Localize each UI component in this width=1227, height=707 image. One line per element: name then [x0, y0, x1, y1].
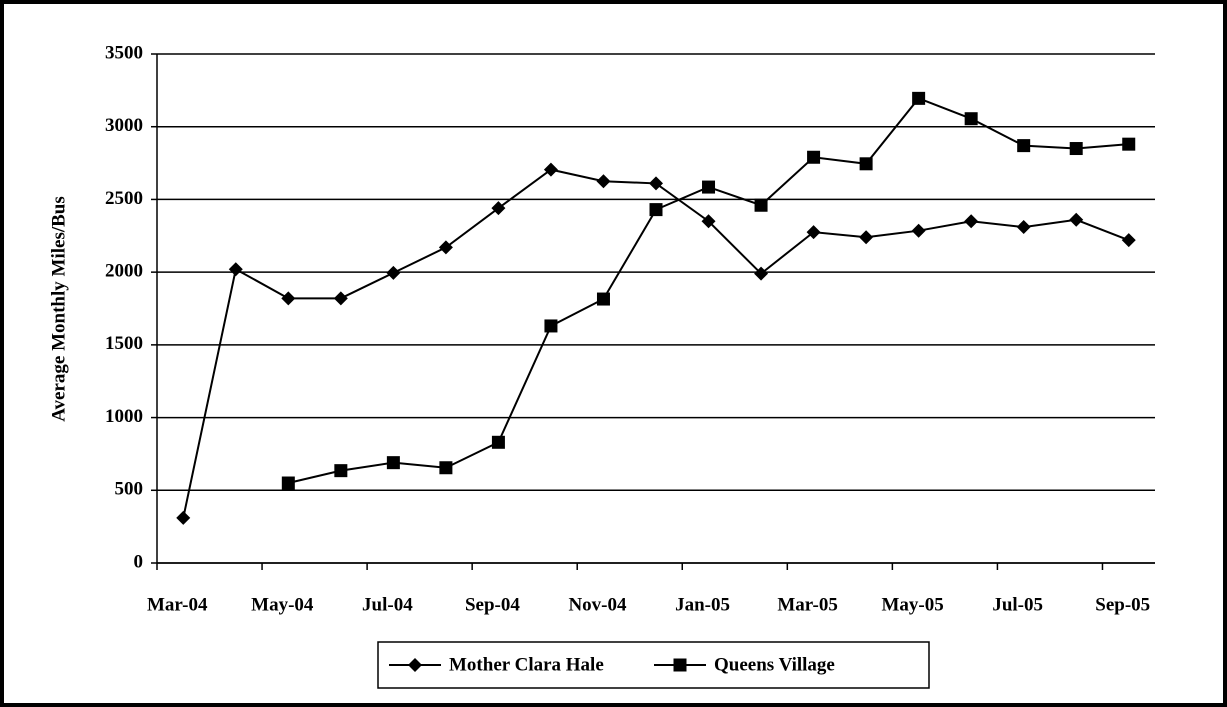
data-point: [649, 203, 663, 217]
data-point: [806, 225, 821, 240]
data-point: [544, 319, 558, 333]
data-point: [281, 476, 295, 490]
data-point: [281, 291, 296, 306]
legend: [377, 641, 930, 689]
data-point: [754, 198, 768, 212]
y-axis-label: Average Monthly Miles/Bus: [48, 196, 69, 422]
x-tick-label: Jan-05: [675, 594, 730, 615]
x-tick-label: May-05: [881, 594, 943, 615]
y-tick-label: 2000: [105, 261, 143, 282]
x-tick-label: Sep-05: [1095, 594, 1150, 615]
x-tick-label: Jul-05: [992, 594, 1043, 615]
data-point: [754, 266, 769, 281]
data-point: [911, 223, 926, 238]
data-point: [1121, 233, 1136, 248]
legend-label: Queens Village: [714, 654, 835, 675]
y-tick-label: 500: [115, 479, 144, 500]
x-tick-label: Sep-04: [465, 594, 520, 615]
legend-marker: [673, 658, 687, 672]
data-point: [1017, 139, 1031, 153]
data-point: [964, 214, 979, 229]
x-tick-label: May-04: [251, 594, 314, 615]
data-point: [228, 262, 243, 277]
y-tick-label: 2500: [105, 188, 143, 209]
data-point: [334, 464, 348, 478]
data-point: [1069, 142, 1083, 156]
y-tick-label: 3500: [105, 42, 143, 63]
data-point: [964, 112, 978, 126]
data-point: [859, 230, 874, 245]
data-point: [702, 180, 716, 194]
y-tick-label: 1500: [105, 333, 143, 354]
data-point: [176, 510, 191, 525]
legend-marker: [408, 658, 422, 672]
data-point: [649, 176, 663, 191]
data-point: [1122, 137, 1136, 151]
data-point: [386, 456, 400, 470]
x-tick-label: Mar-05: [777, 594, 838, 615]
data-point: [912, 91, 926, 105]
y-tick-label: 0: [134, 551, 144, 572]
data-point: [438, 240, 453, 255]
data-point: [491, 201, 506, 216]
data-point: [807, 150, 821, 164]
data-point: [386, 265, 401, 280]
data-point: [491, 435, 505, 449]
data-point: [1016, 220, 1031, 235]
data-point: [1069, 212, 1084, 227]
data-point: [543, 162, 558, 177]
legend-label: Mother Clara Hale: [449, 654, 604, 675]
data-point: [439, 461, 453, 475]
data-point: [596, 292, 610, 306]
y-tick-label: 3000: [105, 115, 143, 136]
data-point: [859, 157, 873, 171]
y-tick-label: 1000: [105, 406, 143, 427]
data-point: [701, 214, 716, 229]
x-tick-label: Jul-04: [362, 594, 413, 615]
data-point: [596, 174, 611, 189]
data-point: [333, 291, 348, 306]
x-tick-label: Nov-04: [568, 594, 627, 615]
x-tick-label: Mar-04: [147, 594, 208, 615]
